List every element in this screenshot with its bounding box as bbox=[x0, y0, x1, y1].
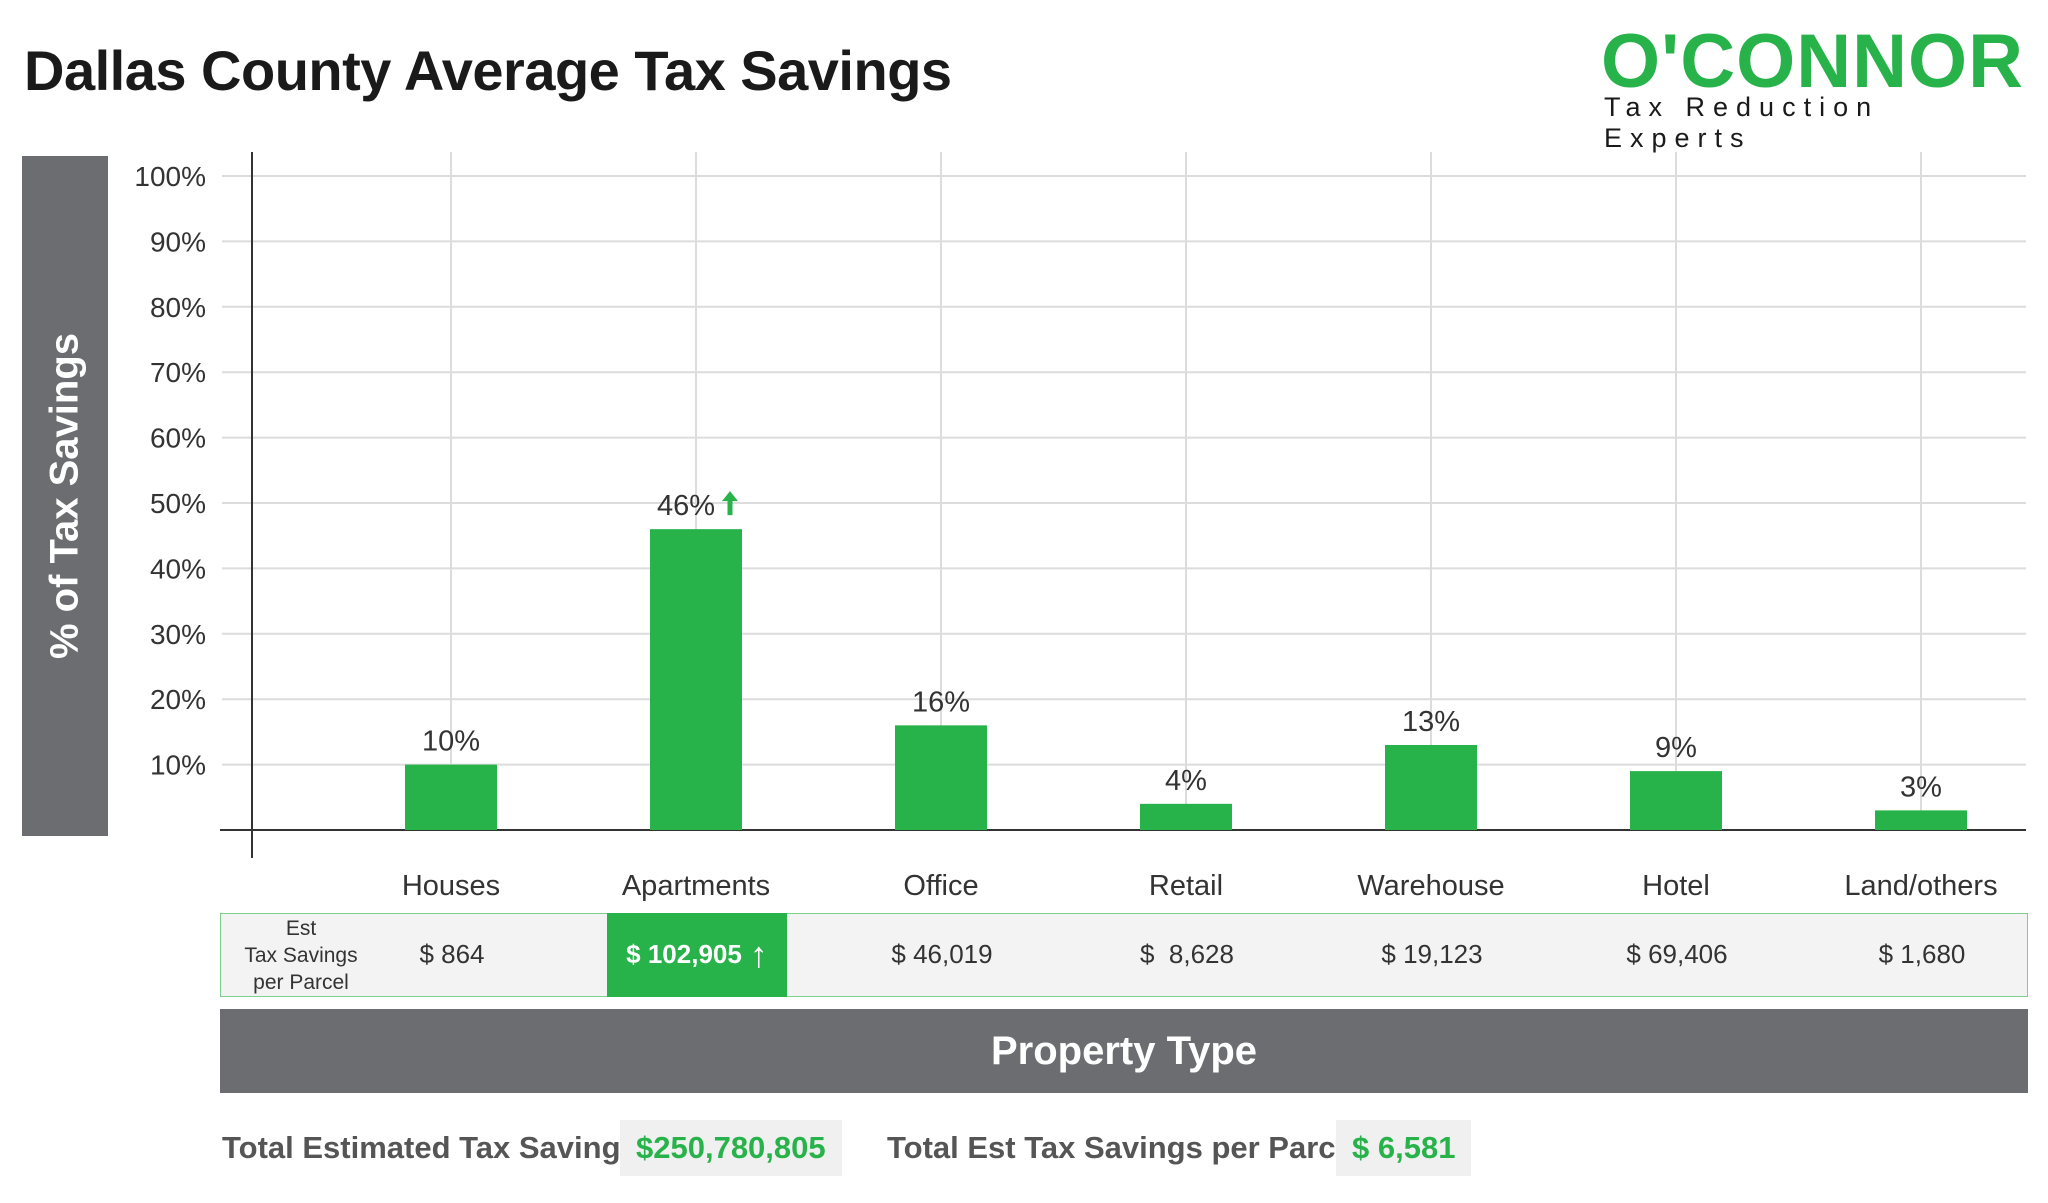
savings-value-cell: $ 1,680 bbox=[1832, 913, 2012, 997]
x-tick-label: Retail bbox=[1149, 870, 1223, 902]
savings-value-cell: $ 8,628 bbox=[1097, 913, 1277, 997]
savings-row-label-line: per Parcel bbox=[253, 970, 349, 994]
up-arrow-icon bbox=[722, 491, 738, 516]
page-title: Dallas County Average Tax Savings bbox=[24, 39, 952, 102]
x-tick-label: Houses bbox=[402, 870, 500, 902]
bar-office bbox=[895, 725, 987, 830]
up-arrow-icon: ↑ bbox=[749, 933, 768, 975]
brand-logo: O'CONNOR Tax Reduction Experts bbox=[1601, 19, 2024, 154]
total-savings-label: Total Estimated Tax Savings bbox=[222, 1130, 638, 1165]
savings-value: $ 1,680 bbox=[1878, 939, 1966, 969]
y-tick-label: 90% bbox=[150, 226, 206, 257]
savings-row-label-line: Est bbox=[285, 916, 317, 940]
bar-value-label: 3% bbox=[1900, 771, 1942, 803]
savings-row-label: Est Tax Savings per Parcel bbox=[221, 914, 381, 996]
bar-houses bbox=[405, 764, 497, 830]
y-tick-label: 70% bbox=[150, 357, 206, 388]
savings-value-cell: $ 19,123 bbox=[1342, 913, 1522, 997]
bar-apartments bbox=[650, 529, 742, 830]
brand-tagline: Tax Reduction Experts bbox=[1604, 92, 1880, 153]
savings-value: $ 864 bbox=[419, 939, 485, 969]
y-tick-label: 20% bbox=[150, 684, 206, 715]
savings-value: $ 46,019 bbox=[891, 939, 993, 969]
savings-value: $ 8,628 bbox=[1140, 939, 1234, 969]
total-savings-value: $250,780,805 bbox=[620, 1120, 842, 1176]
savings-value: $ 19,123 bbox=[1381, 939, 1483, 969]
savings-value-cell: $ 46,019 bbox=[852, 913, 1032, 997]
x-tick-label: Office bbox=[903, 870, 978, 902]
bar-warehouse bbox=[1385, 744, 1477, 830]
bar-value-label: 4% bbox=[1165, 765, 1207, 797]
y-tick-label: 50% bbox=[150, 488, 206, 519]
savings-per-parcel-row: Est Tax Savings per Parcel $ 864 $ 102,905 ↑… bbox=[220, 912, 2028, 997]
bar-value-label: 10% bbox=[422, 726, 480, 758]
bar-chart: 10% 20% 30% 40% 50% 60% 70% 80% 90% 100% 10% Houses… bbox=[134, 152, 2026, 902]
savings-value-cell: $ 69,406 bbox=[1587, 913, 1767, 997]
bar-land-others bbox=[1875, 810, 1967, 830]
savings-value: $ 69,406 bbox=[1626, 939, 1728, 969]
per-parcel-value: $ 6,581 bbox=[1336, 1120, 1472, 1176]
x-tick-label: Warehouse bbox=[1357, 870, 1504, 902]
per-parcel-label: Total Est Tax Savings per Parcel bbox=[887, 1130, 1362, 1165]
bar-hotel bbox=[1630, 771, 1722, 830]
x-axis-label: Property Type bbox=[991, 1028, 1257, 1073]
bar-value-label: 9% bbox=[1655, 732, 1697, 764]
savings-value-cell: $ 864 bbox=[362, 913, 542, 997]
y-tick-label: 80% bbox=[150, 292, 206, 323]
bar-value-label: 16% bbox=[912, 686, 970, 718]
y-tick-label: 40% bbox=[150, 553, 206, 584]
savings-value-cell: $ 102,905 ↑ bbox=[607, 912, 787, 997]
brand-name: O'CONNOR bbox=[1601, 19, 2024, 104]
x-tick-label: Land/others bbox=[1844, 870, 1997, 902]
y-tick-label: 10% bbox=[150, 750, 206, 781]
y-axis-label-box bbox=[22, 156, 108, 836]
bar-value-label: 13% bbox=[1402, 706, 1460, 738]
savings-value: $ 102,905 bbox=[626, 939, 742, 969]
bar-retail bbox=[1140, 803, 1232, 830]
bar-value-label: 46% bbox=[657, 490, 715, 522]
y-tick-label: 30% bbox=[150, 619, 206, 650]
y-tick-label: 60% bbox=[150, 423, 206, 454]
x-tick-label: Apartments bbox=[622, 870, 770, 902]
x-tick-label: Hotel bbox=[1642, 870, 1710, 902]
savings-row-label-line: Tax Savings bbox=[244, 943, 358, 967]
y-tick-label: 100% bbox=[134, 161, 206, 192]
x-axis-label-bar: Property Type bbox=[220, 1009, 2028, 1093]
